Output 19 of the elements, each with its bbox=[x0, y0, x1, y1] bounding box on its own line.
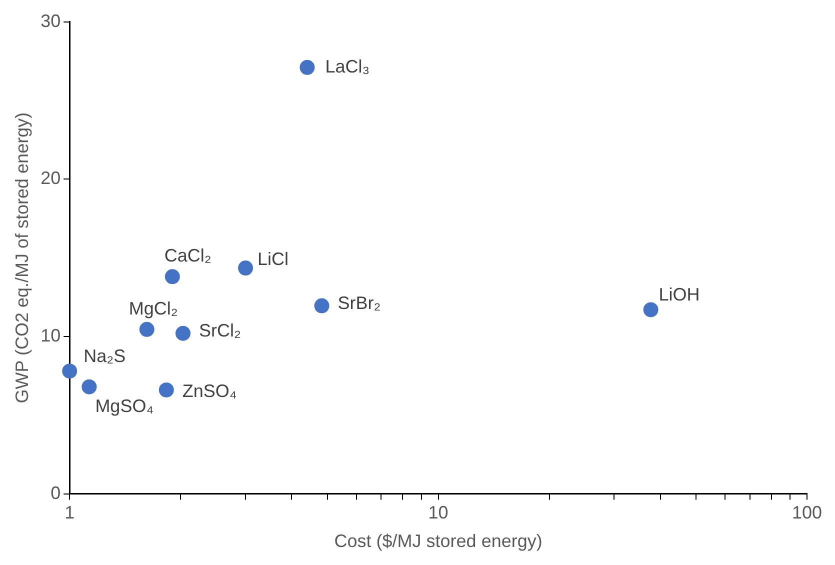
y-axis-title: GWP (CO2 eq./MJ of stored energy) bbox=[12, 112, 32, 404]
annotation: Na₂S bbox=[84, 346, 126, 366]
annotation: LiCl bbox=[258, 248, 289, 269]
x-tick-label: 1 bbox=[64, 502, 75, 523]
y-tick-label: 20 bbox=[40, 168, 61, 188]
annotation: SrCl₂ bbox=[198, 320, 241, 340]
annotation: LiOH bbox=[658, 284, 700, 305]
y-tick-label: 10 bbox=[40, 325, 61, 346]
y-tick-label: 0 bbox=[50, 482, 61, 503]
annotation: LaCl₃ bbox=[325, 56, 370, 76]
annotation: MgCl₂ bbox=[128, 298, 178, 318]
annotation: SrBr₂ bbox=[338, 292, 381, 313]
x-tick-label: 10 bbox=[428, 502, 448, 523]
y-tick-label: 30 bbox=[40, 10, 61, 31]
annotation: MgSO₄ bbox=[95, 396, 154, 416]
annotation: CaCl₂ bbox=[164, 246, 212, 266]
annotation: ZnSO₄ bbox=[182, 380, 237, 401]
x-axis-title: Cost ($/MJ stored energy) bbox=[334, 531, 542, 552]
x-tick-label: 100 bbox=[792, 502, 822, 523]
